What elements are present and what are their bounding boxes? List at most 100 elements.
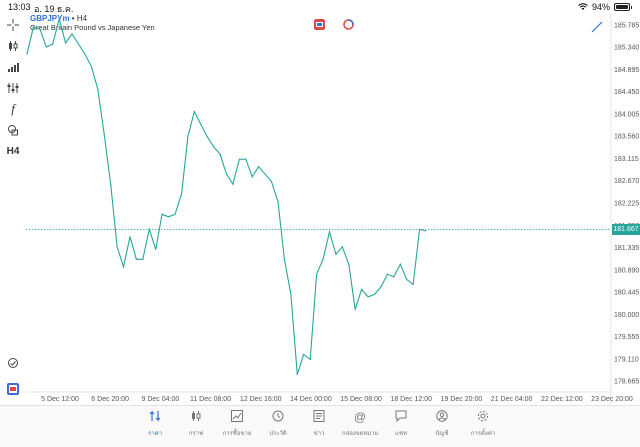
price-point bbox=[367, 296, 369, 298]
trade-toggle-icon[interactable] bbox=[4, 380, 22, 398]
price-point bbox=[425, 230, 427, 232]
price-line-series bbox=[26, 16, 427, 375]
shapes-icon[interactable] bbox=[4, 121, 22, 139]
price-tick-label: 184.005 bbox=[614, 111, 639, 118]
time-tick-label: 14 Dec 00:00 bbox=[290, 396, 332, 403]
price-point bbox=[174, 213, 176, 215]
price-point bbox=[380, 286, 382, 288]
price-tick-label: 179.110 bbox=[614, 356, 639, 363]
current-price-label: 181.667 bbox=[612, 224, 640, 235]
nav-news[interactable]: ข่าว bbox=[299, 410, 339, 438]
price-point bbox=[116, 246, 118, 248]
price-tick-label: 179.555 bbox=[614, 334, 639, 341]
price-chart[interactable]: 185.785 185.340 184.895 184.450 184.005 183.5… bbox=[0, 0, 640, 405]
nav-quotes[interactable]: ราคา bbox=[135, 410, 175, 438]
price-point bbox=[412, 283, 414, 285]
price-point bbox=[264, 173, 266, 175]
price-point bbox=[110, 183, 112, 185]
battery-percent: 94% bbox=[591, 2, 610, 12]
nav-chart[interactable]: กราฟ bbox=[176, 410, 216, 438]
search-icon[interactable] bbox=[4, 354, 22, 372]
nav-chat[interactable]: แชท bbox=[381, 410, 421, 438]
nav-quotes-label: ราคา bbox=[148, 431, 162, 437]
sliders-icon[interactable] bbox=[4, 79, 22, 97]
history-icon bbox=[258, 410, 298, 424]
price-axis: 185.785 185.340 184.895 184.450 184.005 183.5… bbox=[614, 22, 639, 385]
indicators-icon[interactable] bbox=[4, 58, 22, 76]
nav-settings-label: การตั้งค่า bbox=[470, 431, 496, 437]
nav-mailbox-label: กล่องจดหมาย bbox=[341, 431, 379, 437]
price-tick-label: 182.225 bbox=[614, 201, 639, 208]
nav-mailbox[interactable]: @ กล่องจดหมาย bbox=[340, 410, 380, 438]
price-point bbox=[193, 111, 195, 113]
nav-account[interactable]: บัญชี bbox=[422, 410, 462, 438]
candlestick-icon[interactable] bbox=[4, 37, 22, 55]
price-point bbox=[232, 183, 234, 185]
price-tick-label: 181.335 bbox=[614, 245, 639, 252]
battery-icon bbox=[614, 3, 630, 11]
nav-chat-label: แชท bbox=[395, 431, 407, 437]
signal-status-icon[interactable] bbox=[343, 19, 354, 30]
status-bar: 13:03 อ. 19 ธ.ค. 94% bbox=[0, 0, 640, 14]
price-point bbox=[213, 146, 215, 148]
time-tick-label: 22 Dec 12:00 bbox=[541, 396, 583, 403]
nav-chart-label: กราฟ bbox=[188, 431, 204, 437]
symbol-header[interactable]: GBPJPYm • H4 bbox=[30, 14, 87, 23]
left-toolbar: f H4 bbox=[0, 14, 26, 404]
price-point bbox=[361, 288, 363, 290]
settings-icon bbox=[463, 410, 503, 424]
price-tick-label: 183.115 bbox=[614, 156, 639, 163]
price-tick-label: 184.895 bbox=[614, 67, 639, 74]
crosshair-icon[interactable] bbox=[4, 16, 22, 34]
price-point bbox=[206, 136, 208, 138]
status-date: อ. 19 ธ.ค. bbox=[34, 4, 74, 14]
price-point bbox=[65, 42, 67, 44]
price-point bbox=[373, 293, 376, 295]
nav-news-label: ข่าว bbox=[313, 431, 325, 437]
price-point bbox=[97, 88, 99, 90]
nav-history[interactable]: ประวัติ bbox=[258, 410, 298, 438]
symbol-name: GBPJPYm bbox=[30, 14, 70, 23]
time-tick-label: 21 Dec 04:00 bbox=[491, 396, 533, 403]
chart-icon bbox=[176, 410, 216, 424]
symbol-sep: • bbox=[69, 14, 77, 23]
time-tick-label: 6 Dec 20:00 bbox=[91, 396, 129, 403]
trade-icon bbox=[217, 410, 257, 424]
price-point bbox=[52, 43, 54, 45]
price-point bbox=[167, 216, 170, 218]
price-point bbox=[328, 231, 331, 233]
nav-history-label: ประวัติ bbox=[269, 431, 287, 437]
nav-account-label: บัญชี bbox=[435, 431, 449, 437]
price-tick-label: 180.000 bbox=[614, 312, 639, 319]
top-quick-icons bbox=[314, 19, 354, 30]
quotes-icon bbox=[135, 410, 175, 424]
news-icon bbox=[299, 410, 339, 424]
price-tick-label: 183.560 bbox=[614, 134, 639, 141]
nav-settings[interactable]: การตั้งค่า bbox=[463, 410, 503, 438]
timeframe-button[interactable]: H4 bbox=[6, 145, 20, 157]
function-icon[interactable]: f bbox=[11, 101, 15, 116]
price-tick-label: 178.665 bbox=[614, 379, 639, 386]
price-point bbox=[142, 258, 144, 260]
symbol-description: Great Britain Pound vs Japanese Yen bbox=[30, 23, 155, 32]
price-point bbox=[418, 228, 421, 230]
time-axis: 5 Dec 12:00 6 Dec 20:00 9 Dec 04:00 11 Dec … bbox=[41, 396, 633, 403]
price-point bbox=[39, 28, 41, 30]
price-point bbox=[309, 358, 311, 361]
nav-trade[interactable]: การซื้อขาย bbox=[217, 410, 257, 438]
trendline-tool-icon[interactable] bbox=[590, 20, 604, 34]
price-point bbox=[58, 18, 60, 20]
symbol-timeframe: H4 bbox=[76, 14, 88, 23]
time-tick-label: 15 Dec 08:00 bbox=[340, 396, 382, 403]
price-point bbox=[251, 176, 253, 178]
price-point bbox=[32, 26, 35, 28]
price-point bbox=[341, 246, 343, 248]
one-click-trade-icon[interactable] bbox=[314, 19, 325, 30]
price-point bbox=[348, 263, 350, 265]
time-tick-label: 12 Dec 16:00 bbox=[240, 396, 282, 403]
status-time: 13:03 bbox=[8, 2, 31, 12]
time-tick-label: 11 Dec 08:00 bbox=[190, 396, 231, 403]
price-point bbox=[155, 248, 157, 250]
account-icon bbox=[422, 410, 462, 424]
price-tick-label: 184.450 bbox=[614, 89, 639, 96]
